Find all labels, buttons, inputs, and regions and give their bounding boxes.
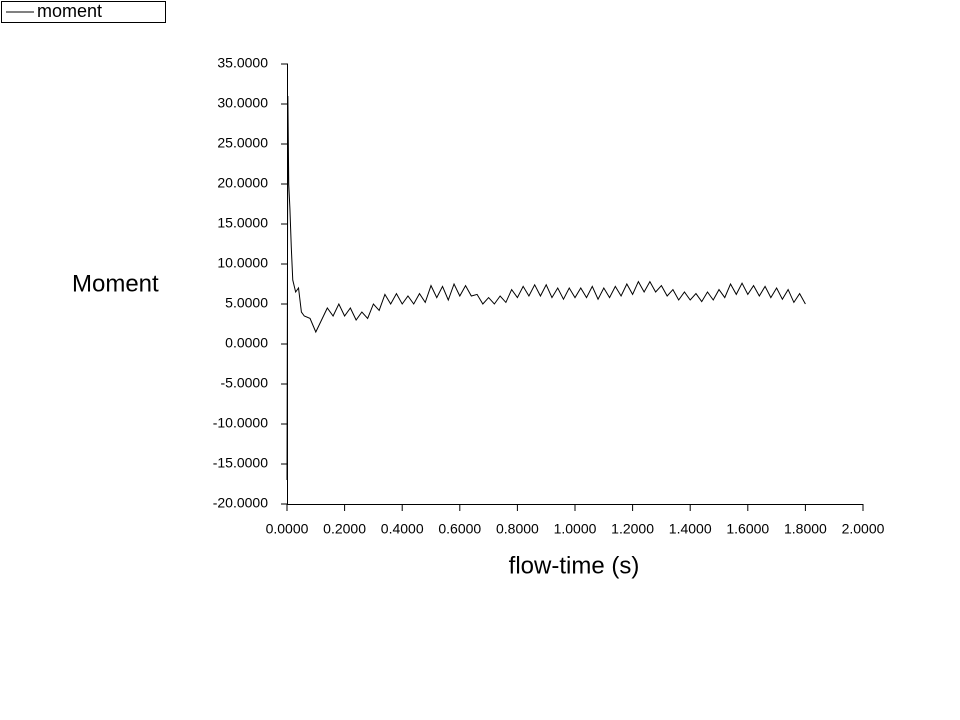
data-line <box>286 95 806 481</box>
y-tick-label: 20.0000 <box>217 175 268 191</box>
y-tick-label: -15.0000 <box>213 455 268 471</box>
x-tick-label: 0.4000 <box>381 521 424 537</box>
y-tick-label: 25.0000 <box>217 135 268 151</box>
x-tick-label: 0.6000 <box>438 521 481 537</box>
legend-box <box>1 1 166 23</box>
x-tick-label: 1.2000 <box>611 521 654 537</box>
x-tick-label: 0.2000 <box>323 521 366 537</box>
x-tick-label: 1.8000 <box>784 521 827 537</box>
x-tick-label: 1.4000 <box>669 521 712 537</box>
y-tick-label: 15.0000 <box>217 215 268 231</box>
x-tick-label: 0.8000 <box>496 521 539 537</box>
y-tick-label: 30.0000 <box>217 95 268 111</box>
y-axis-label: Moment <box>72 270 159 297</box>
y-tick-label: 5.0000 <box>225 295 268 311</box>
x-tick-label: 0.0000 <box>266 521 309 537</box>
x-tick-label: 2.0000 <box>842 521 885 537</box>
y-tick-label: -10.0000 <box>213 415 268 431</box>
x-tick-label: 1.0000 <box>554 521 597 537</box>
x-tick-label: 1.6000 <box>726 521 769 537</box>
y-tick-label: -5.0000 <box>221 375 269 391</box>
y-tick-label: -20.0000 <box>213 495 268 511</box>
x-axis-label: flow-time (s) <box>509 552 640 579</box>
legend-label: moment <box>37 1 102 21</box>
y-tick-label: 0.0000 <box>225 335 268 351</box>
y-tick-label: 35.0000 <box>217 55 268 71</box>
y-tick-label: 10.0000 <box>217 255 268 271</box>
